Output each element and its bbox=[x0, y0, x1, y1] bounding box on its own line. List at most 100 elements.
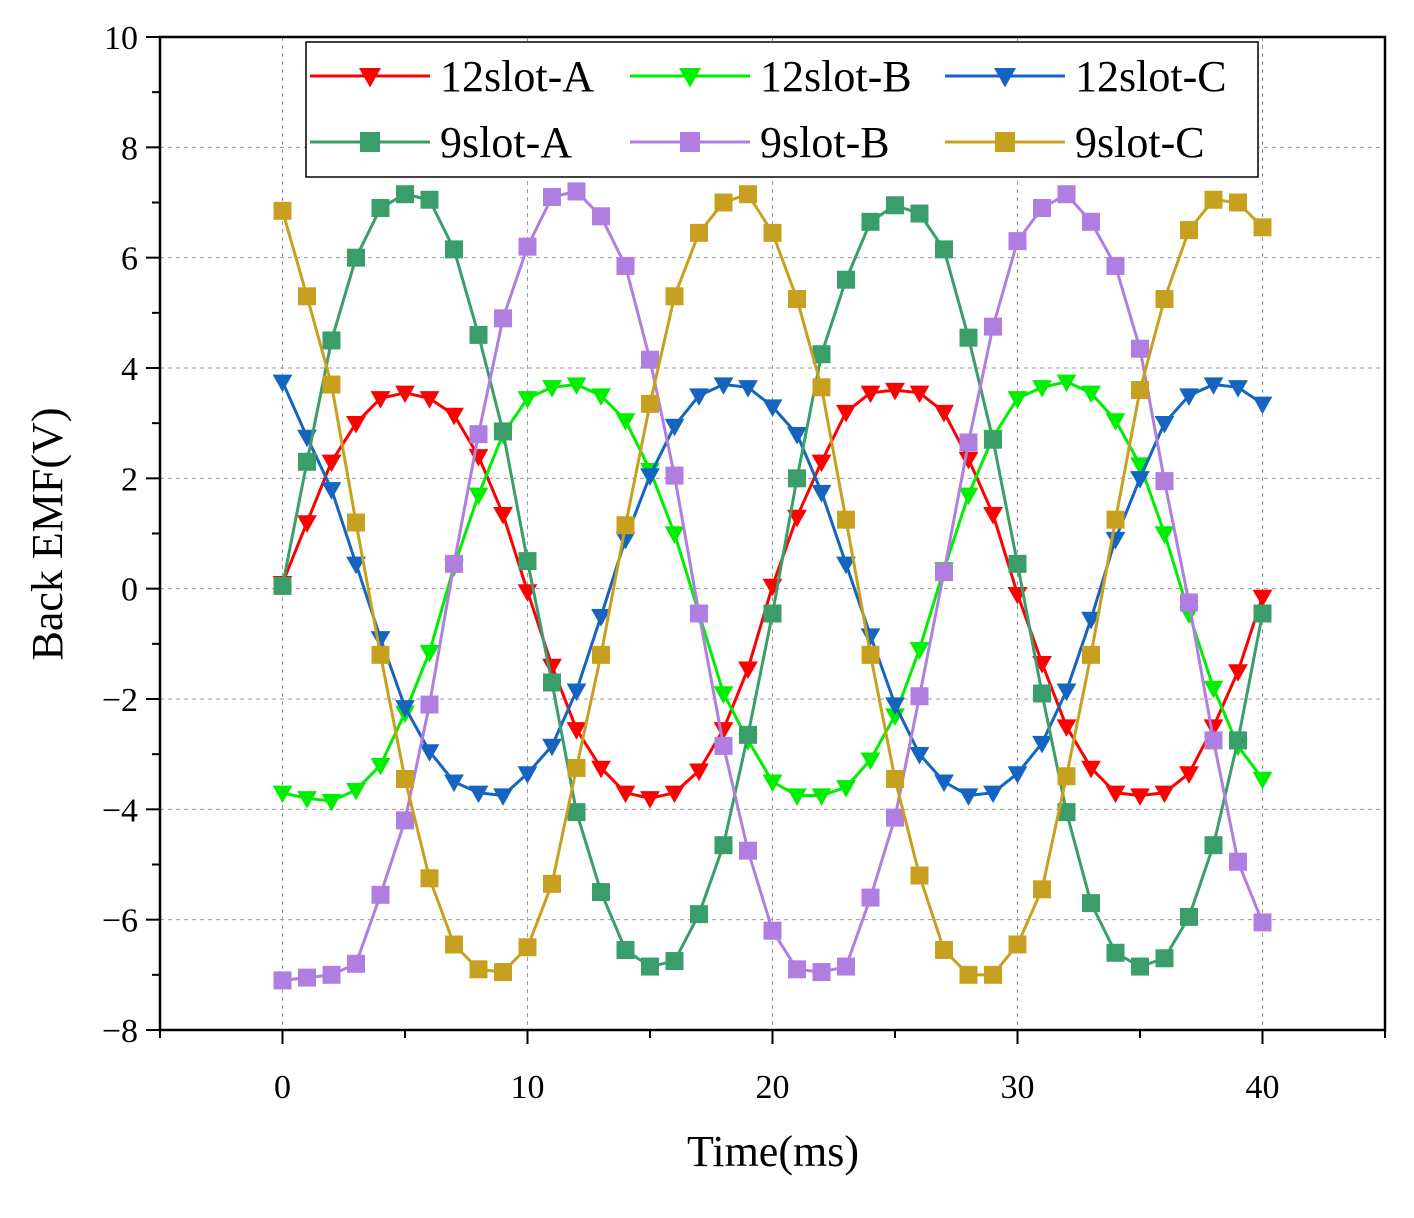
data-point bbox=[836, 404, 856, 423]
data-point bbox=[959, 433, 978, 452]
data-point bbox=[861, 645, 880, 664]
data-point bbox=[837, 510, 855, 529]
data-point bbox=[1105, 413, 1126, 431]
data-point bbox=[445, 554, 463, 573]
data-point bbox=[272, 374, 293, 393]
data-point bbox=[518, 237, 537, 256]
data-point bbox=[762, 399, 783, 417]
data-point bbox=[493, 788, 513, 806]
x-tick-label: 40 bbox=[1246, 1069, 1280, 1106]
data-point bbox=[714, 836, 733, 855]
data-point bbox=[910, 687, 929, 706]
data-point bbox=[468, 487, 489, 506]
series-9slot-A bbox=[273, 185, 1272, 976]
data-point bbox=[615, 785, 636, 804]
data-point bbox=[1252, 771, 1273, 790]
data-point bbox=[469, 325, 488, 344]
y-tick-label: 8 bbox=[121, 130, 138, 167]
data-point bbox=[983, 506, 1003, 525]
data-point bbox=[1204, 731, 1223, 750]
data-point bbox=[739, 185, 757, 204]
data-point bbox=[1155, 472, 1174, 491]
data-point bbox=[1253, 604, 1272, 623]
data-point bbox=[836, 780, 856, 798]
data-point bbox=[444, 774, 464, 793]
data-point bbox=[542, 380, 562, 398]
data-point bbox=[763, 223, 782, 242]
data-point bbox=[469, 960, 488, 979]
data-point bbox=[1105, 531, 1126, 550]
data-point bbox=[1056, 683, 1077, 702]
data-point bbox=[1032, 735, 1052, 754]
data-point bbox=[371, 199, 390, 218]
data-point bbox=[713, 377, 734, 395]
data-point bbox=[788, 290, 806, 309]
series-12slot-C bbox=[272, 374, 1273, 806]
data-point bbox=[297, 515, 317, 533]
data-point bbox=[444, 407, 464, 426]
data-point bbox=[1082, 894, 1100, 913]
data-point bbox=[886, 196, 904, 215]
data-point bbox=[445, 935, 463, 954]
data-point bbox=[788, 469, 806, 488]
data-point bbox=[1130, 457, 1150, 475]
data-point bbox=[298, 287, 316, 306]
data-point bbox=[1033, 199, 1051, 218]
data-point bbox=[690, 223, 708, 242]
data-point bbox=[787, 427, 807, 445]
data-point bbox=[1229, 852, 1247, 871]
y-tick-label: −8 bbox=[102, 1013, 138, 1050]
data-point bbox=[1106, 256, 1125, 275]
data-point bbox=[935, 941, 953, 960]
data-point bbox=[298, 968, 316, 987]
data-point bbox=[811, 484, 832, 503]
data-point bbox=[1057, 767, 1076, 786]
data-point bbox=[1131, 339, 1149, 358]
data-point bbox=[739, 841, 757, 860]
data-point bbox=[542, 738, 562, 757]
data-point bbox=[934, 774, 954, 793]
data-point bbox=[396, 769, 414, 788]
legend-marker bbox=[995, 132, 1015, 152]
data-point bbox=[959, 328, 978, 347]
data-point bbox=[837, 957, 855, 976]
data-point bbox=[445, 240, 463, 259]
data-point bbox=[885, 382, 905, 401]
data-point bbox=[1033, 880, 1051, 899]
data-point bbox=[1229, 193, 1247, 212]
data-point bbox=[420, 869, 439, 888]
tick-labels: 0 10 20 30 40 −8 −6 −4 −2 0 2 4 6 8 10 bbox=[102, 20, 1280, 1106]
data-point bbox=[738, 661, 758, 680]
data-point bbox=[321, 793, 342, 812]
data-point bbox=[346, 415, 366, 434]
data-point bbox=[860, 385, 881, 404]
data-point bbox=[1154, 526, 1175, 544]
data-point bbox=[690, 905, 708, 924]
data-point bbox=[370, 758, 391, 776]
data-point bbox=[886, 769, 904, 788]
data-point bbox=[273, 201, 292, 220]
legend-marker bbox=[359, 68, 381, 88]
data-point bbox=[1203, 719, 1224, 737]
data-point bbox=[469, 425, 488, 444]
legend-box bbox=[305, 41, 1259, 178]
data-point bbox=[1056, 374, 1077, 393]
data-point bbox=[1204, 190, 1223, 209]
data-point bbox=[1032, 380, 1052, 398]
y-tick-label: −4 bbox=[102, 792, 138, 829]
data-point bbox=[616, 941, 635, 960]
data-point bbox=[615, 531, 636, 550]
data-point bbox=[468, 785, 489, 804]
data-point bbox=[641, 350, 659, 369]
data-point bbox=[1008, 935, 1027, 954]
data-point bbox=[689, 763, 709, 782]
data-point bbox=[298, 452, 316, 471]
legend-marker bbox=[360, 132, 380, 152]
data-point bbox=[1155, 290, 1174, 309]
data-point bbox=[1179, 766, 1199, 784]
data-point bbox=[616, 516, 635, 535]
data-point bbox=[665, 952, 684, 971]
data-point bbox=[860, 752, 881, 771]
data-point bbox=[1180, 593, 1198, 612]
